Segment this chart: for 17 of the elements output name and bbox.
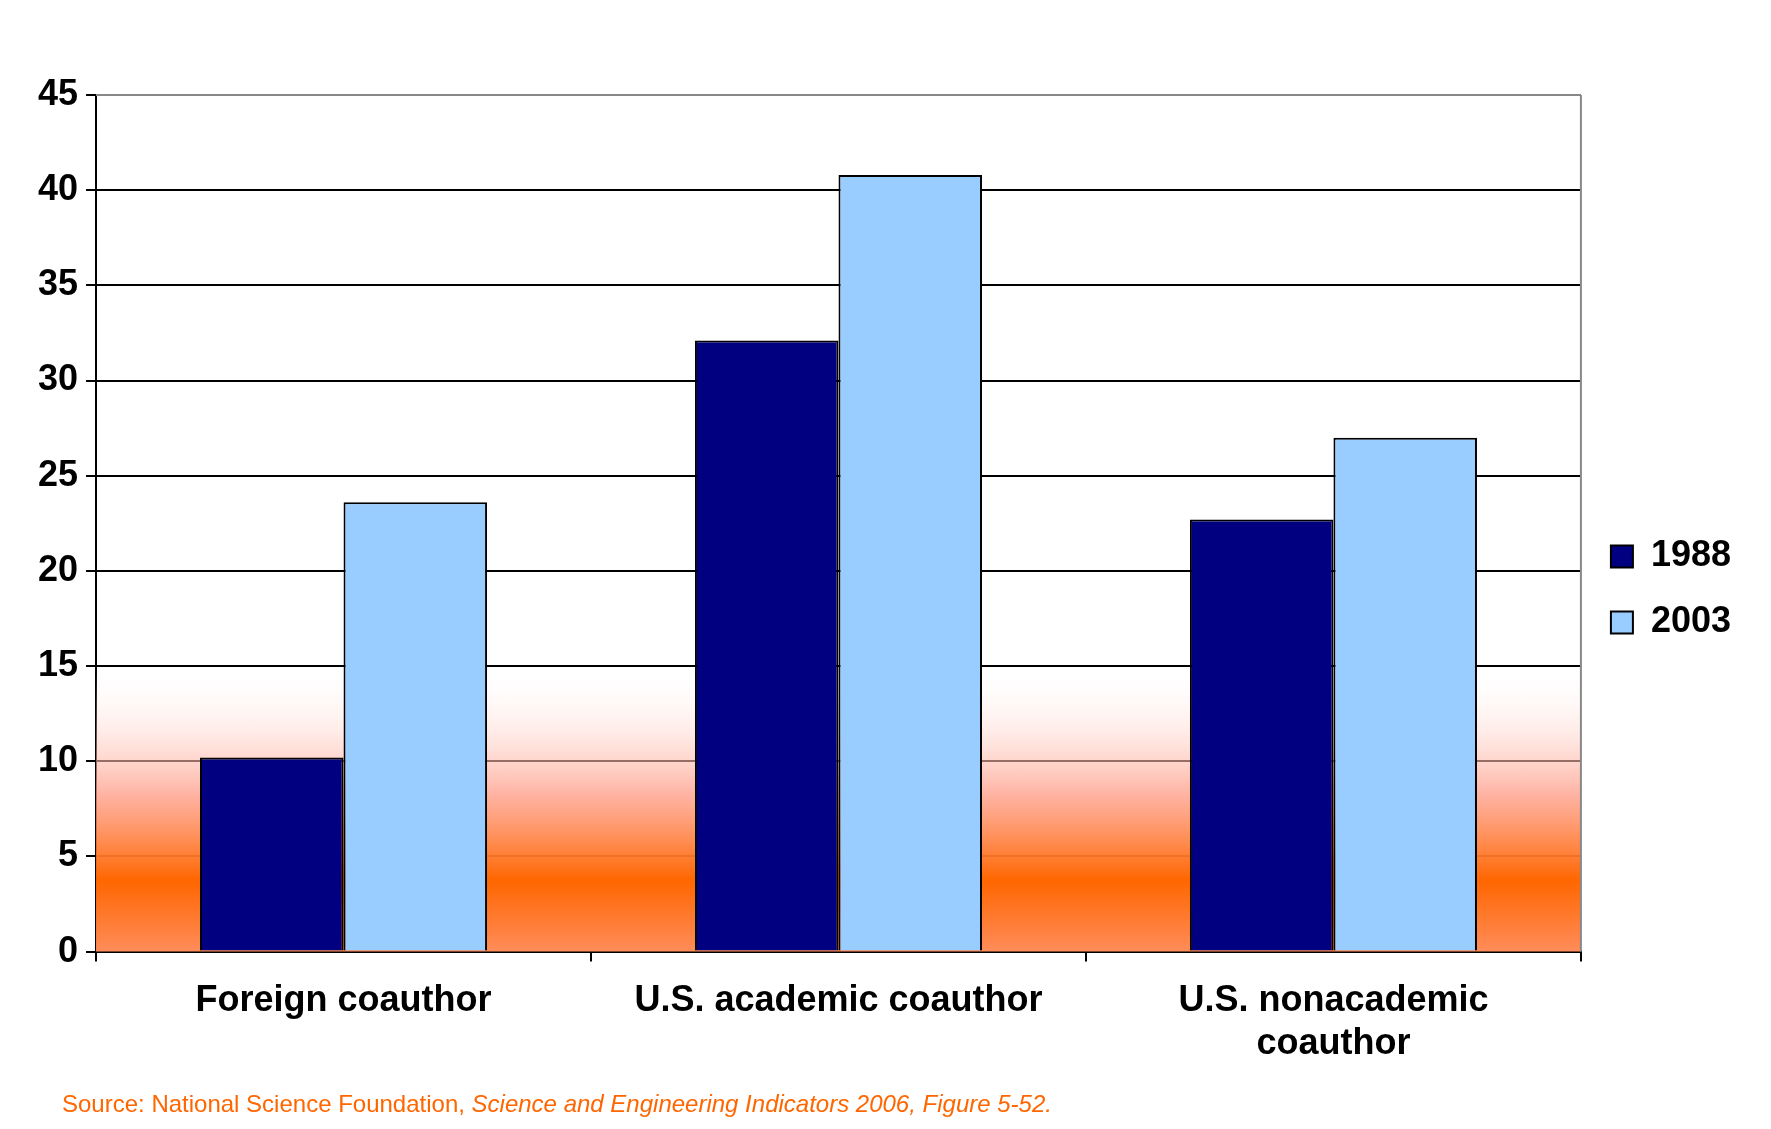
y-tick-label: 35 <box>38 262 79 304</box>
x-tick-label: U.S. academic coauthor <box>634 978 1043 1020</box>
y-tick-label: 10 <box>38 738 79 780</box>
y-tick-label: 20 <box>38 547 79 589</box>
y-tick-label: 0 <box>58 928 79 970</box>
y-tick-label: 40 <box>38 167 79 209</box>
x-tick-label: Foreign coauthor <box>195 978 492 1020</box>
y-tick-label: 5 <box>58 833 79 875</box>
text: Science and Engineering Indicators 2006, Figure 5-52. <box>471 1090 1052 1117</box>
source-note: Source: National Science Foundation, <box>62 1090 472 1117</box>
x-tick-label: U.S. nonacademic coauthor <box>1178 978 1489 1063</box>
y-tick-label: 15 <box>38 642 79 684</box>
legend-label: 2003 <box>1650 599 1732 641</box>
y-tick-label: 25 <box>38 452 79 494</box>
y-tick-label: 45 <box>38 71 79 113</box>
legend-label: 1988 <box>1650 533 1732 575</box>
y-tick-label: 30 <box>38 357 79 399</box>
